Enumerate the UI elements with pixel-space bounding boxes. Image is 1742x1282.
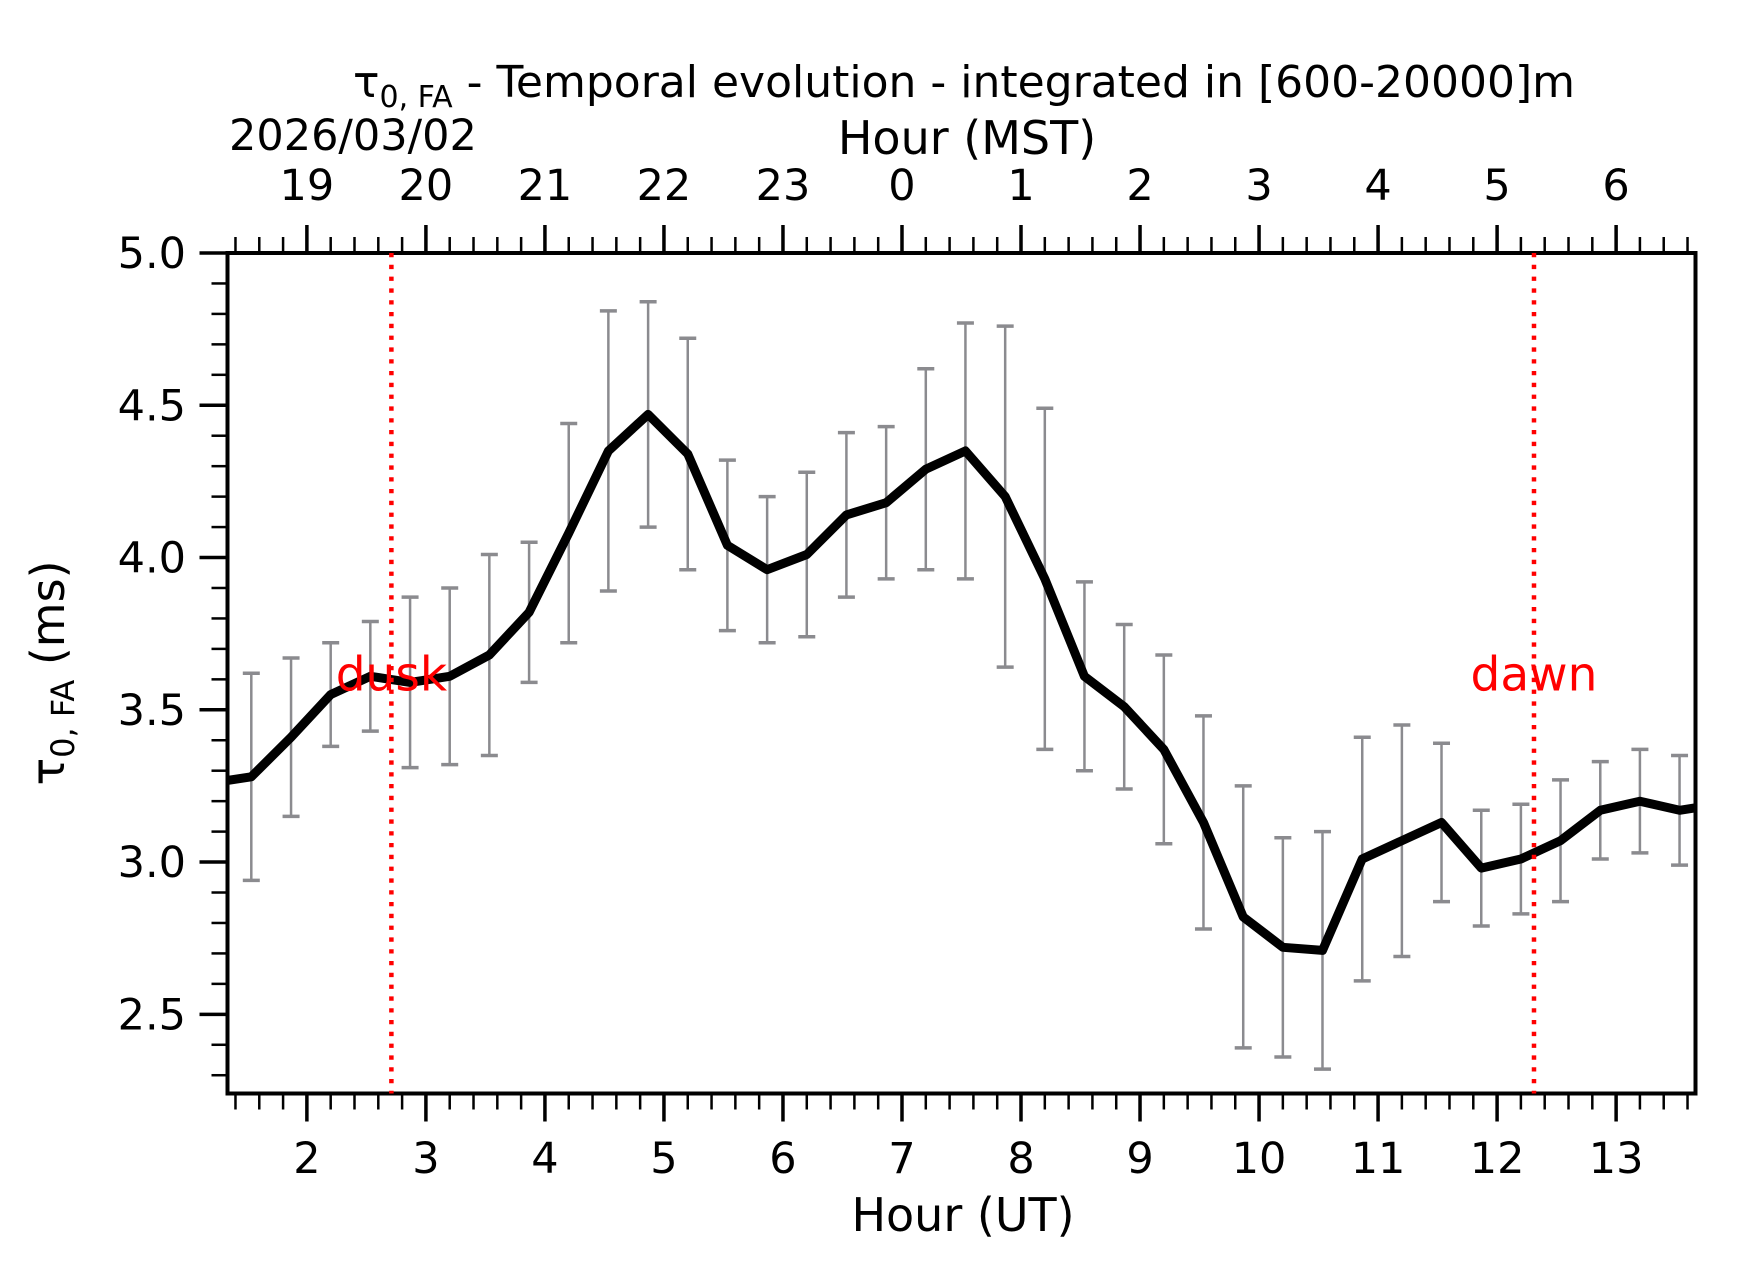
y-label-tau: τ — [21, 758, 75, 786]
y-axis-label: τ0, FA (ms) — [21, 560, 82, 785]
bottom-tick-label: 3 — [412, 1134, 439, 1184]
bottom-tick-label: 9 — [1126, 1134, 1153, 1184]
bottom-tick-label: 10 — [1232, 1134, 1287, 1184]
bottom-tick-label: 8 — [1007, 1134, 1034, 1184]
top-tick-label: 23 — [756, 161, 811, 211]
data-line — [227, 409, 1696, 955]
left-tick-label: 4.0 — [118, 534, 186, 584]
title-tau-symbol: τ — [352, 57, 380, 108]
bottom-tick-label: 13 — [1589, 1134, 1644, 1184]
top-axis-label: Hour (MST) — [837, 111, 1097, 165]
bottom-tick-label: 12 — [1470, 1134, 1525, 1184]
top-tick-label: 6 — [1602, 161, 1629, 211]
dusk-label: dusk — [336, 647, 448, 702]
left-tick-label: 2.5 — [118, 990, 186, 1040]
dawn-label: dawn — [1471, 647, 1598, 702]
left-tick-label: 3.5 — [118, 686, 186, 736]
top-tick-label: 20 — [399, 161, 454, 211]
bottom-axis-label: Hour (UT) — [851, 1188, 1075, 1242]
top-tick-label: 5 — [1483, 161, 1510, 211]
bottom-tick-label: 2 — [293, 1134, 320, 1184]
date-label: 2026/03/02 — [229, 111, 477, 161]
chart-title: τ0, FA - Temporal evolution - integrated… — [353, 57, 1575, 115]
y-label-units: (ms) — [21, 560, 75, 679]
left-tick-label: 5.0 — [118, 229, 186, 279]
top-tick-label: 2 — [1126, 161, 1153, 211]
top-tick-label: 0 — [888, 161, 915, 211]
top-tick-label: 3 — [1245, 161, 1272, 211]
y-label-subscript: 0, FA — [44, 680, 82, 758]
bottom-tick-label: 7 — [888, 1134, 915, 1184]
bottom-tick-label: 11 — [1351, 1134, 1406, 1184]
bottom-tick-label: 5 — [650, 1134, 677, 1184]
top-tick-label: 19 — [280, 161, 335, 211]
title-tau-subscript: 0, FA — [379, 79, 453, 115]
top-tick-label: 21 — [518, 161, 573, 211]
top-tick-label: 22 — [637, 161, 692, 211]
top-tick-label: 1 — [1007, 161, 1034, 211]
left-tick-label: 3.0 — [118, 838, 186, 888]
bottom-tick-label: 4 — [531, 1134, 558, 1184]
title-text: - Temporal evolution - integrated in [60… — [452, 57, 1576, 108]
top-tick-label: 4 — [1364, 161, 1391, 211]
axes-spines — [225, 251, 1698, 1096]
left-tick-label: 4.5 — [118, 381, 186, 431]
bottom-tick-label: 6 — [769, 1134, 796, 1184]
